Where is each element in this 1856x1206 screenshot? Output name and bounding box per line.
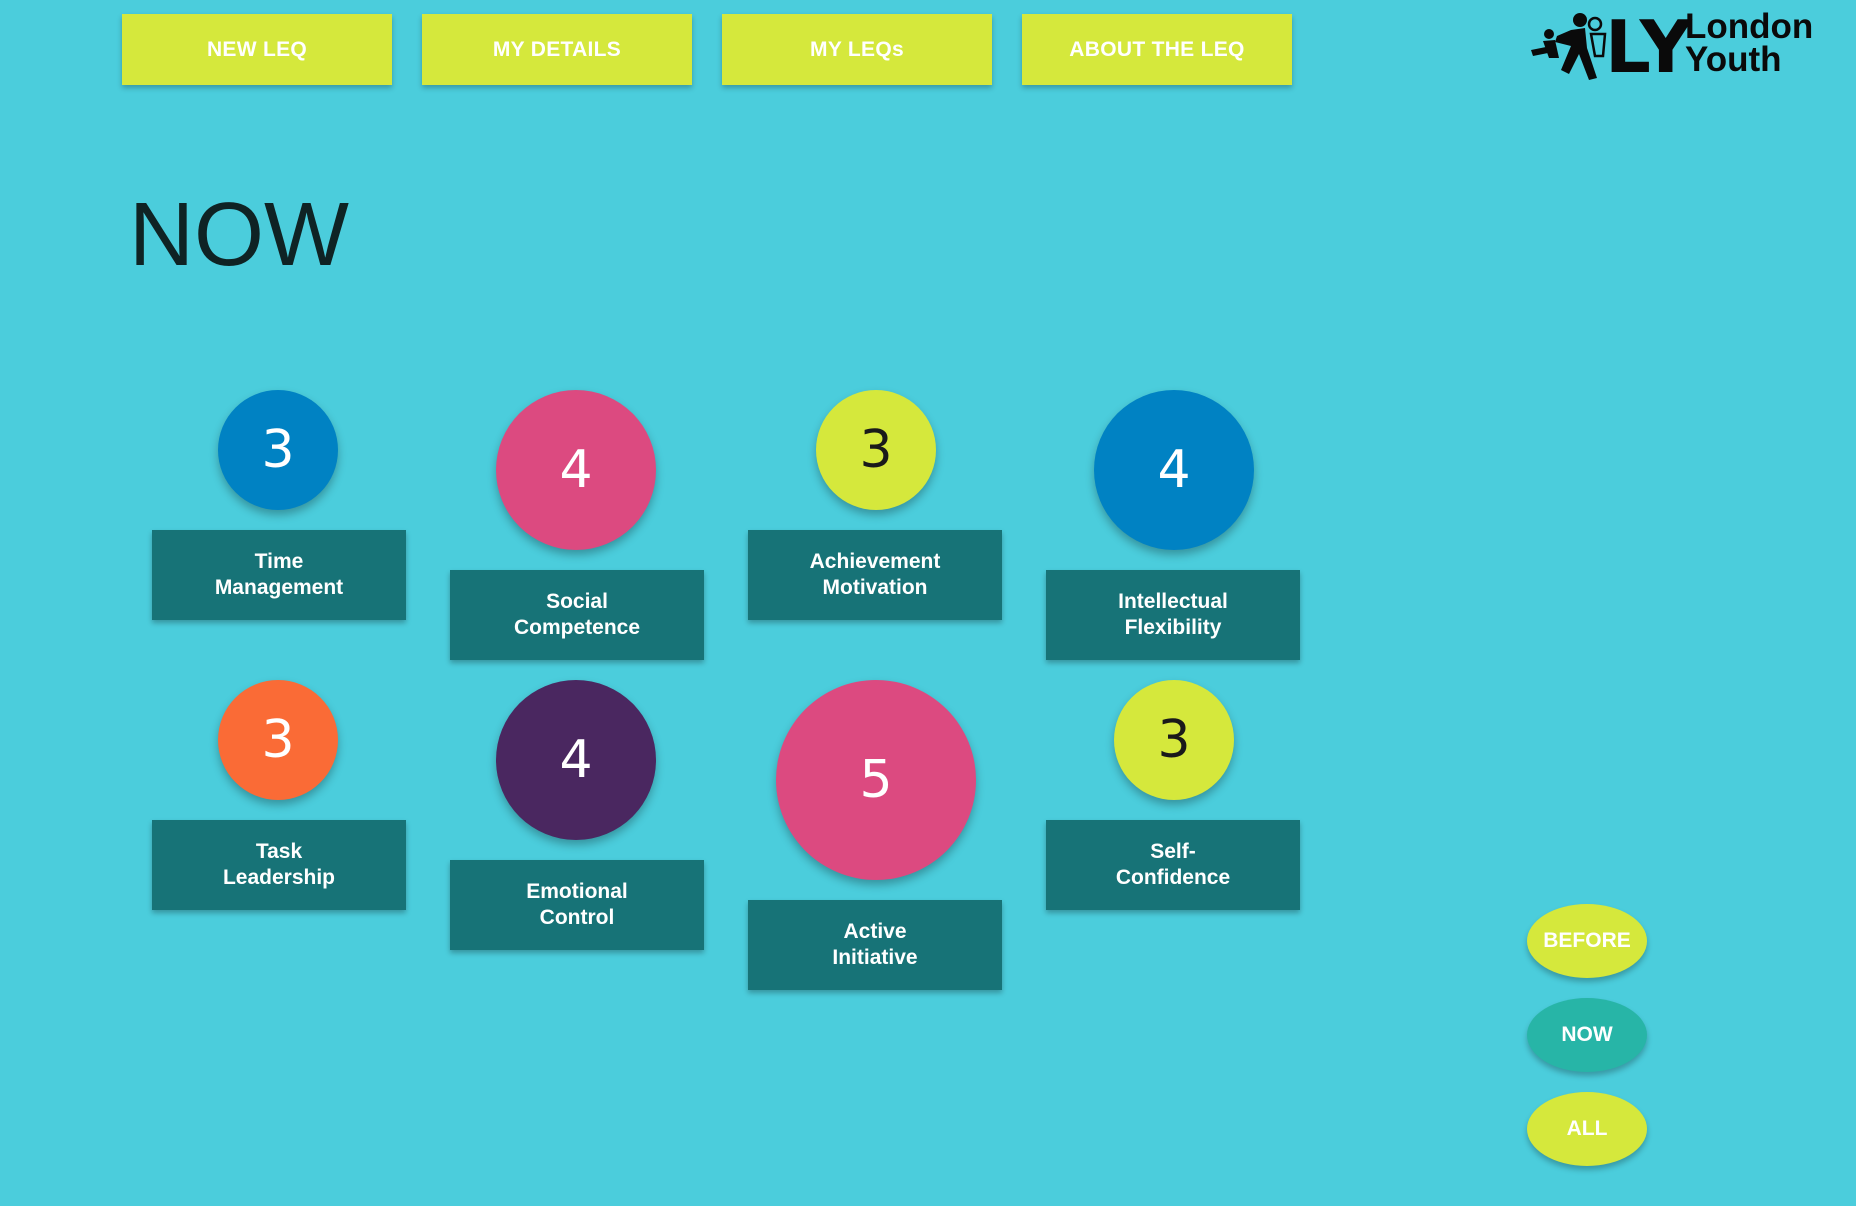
skill-score-circle: 3 (1114, 680, 1234, 800)
skill-label: Self- Confidence (1046, 820, 1300, 910)
nav-about-leq-button[interactable]: ABOUT THE LEQ (1022, 14, 1292, 85)
skill-label-text: Intellectual Flexibility (1118, 590, 1228, 639)
skill-label: Social Competence (450, 570, 704, 660)
page-title: NOW (129, 185, 349, 285)
skill-score-circle: 3 (816, 390, 936, 510)
skill-label: Task Leadership (152, 820, 406, 910)
skill-label: Time Management (152, 530, 406, 620)
skill-label-text: Time Management (214, 550, 344, 599)
skill-score-circle: 3 (218, 680, 338, 800)
skill-score-circle: 4 (496, 680, 656, 840)
skill-score-circle: 4 (496, 390, 656, 550)
skill-label-text: Active Initiative (832, 920, 918, 969)
skill-label: Intellectual Flexibility (1046, 570, 1300, 660)
skill-score-circle: 4 (1094, 390, 1254, 550)
logo-mark-icon: LY (1531, 8, 1693, 88)
view-now-button[interactable]: NOW (1527, 998, 1647, 1072)
skill-label-text: Self- Confidence (1115, 840, 1231, 889)
skill-label-text: Emotional Control (526, 880, 628, 929)
nav-new-leq-button[interactable]: NEW LEQ (122, 14, 392, 85)
skill-label-text: Task Leadership (222, 840, 336, 889)
skill-label: Active Initiative (748, 900, 1002, 990)
nav-my-leqs-button[interactable]: MY LEQs (722, 14, 992, 85)
logo-line-2: Youth (1685, 40, 1782, 79)
logo-line-1: London (1685, 7, 1814, 46)
skill-label-text: Achievement Motivation (809, 550, 941, 599)
skill-score-circle: 3 (218, 390, 338, 510)
skill-label: Achievement Motivation (748, 530, 1002, 620)
view-all-button[interactable]: ALL (1527, 1092, 1647, 1166)
nav-my-details-button[interactable]: MY DETAILS (422, 14, 692, 85)
view-before-button[interactable]: BEFORE (1527, 904, 1647, 978)
skill-label-text: Social Competence (513, 590, 641, 639)
logo-initials: LY (1605, 8, 1693, 88)
skill-score-circle: 5 (776, 680, 976, 880)
skill-label: Emotional Control (450, 860, 704, 950)
